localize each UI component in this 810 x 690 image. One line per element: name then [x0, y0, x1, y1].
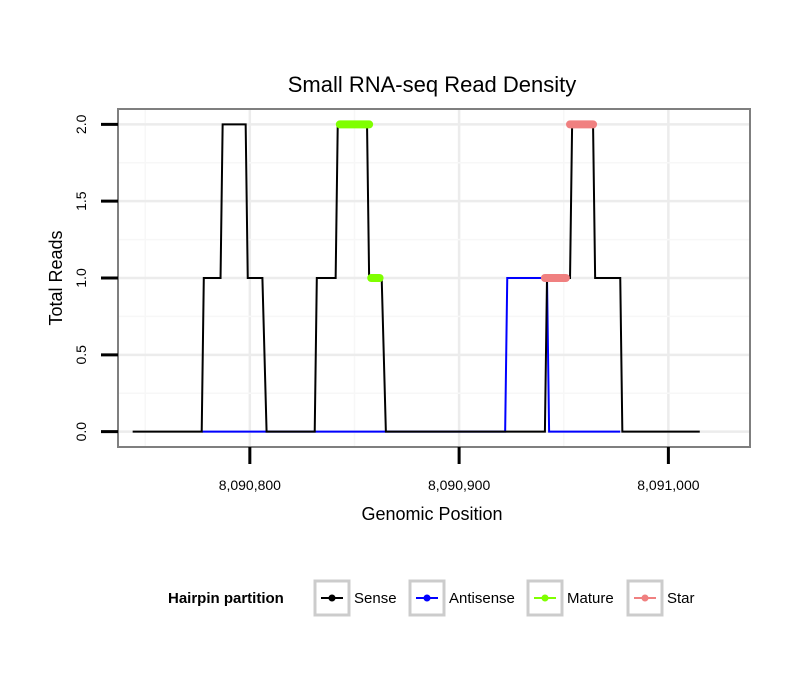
x-axis-label: Genomic Position	[361, 504, 502, 524]
legend-label: Mature	[567, 590, 614, 607]
legend-key-box	[313, 579, 351, 617]
legend-key-point	[641, 594, 649, 602]
y-tick-label: 0.5	[73, 345, 89, 365]
x-tick-label: 8,090,800	[219, 477, 281, 493]
y-tick-label: 1.0	[73, 268, 89, 288]
y-tick-label: 1.5	[73, 191, 89, 211]
chart-title: Small RNA-seq Read Density	[288, 72, 577, 97]
legend-title: Hairpin partition	[168, 590, 284, 607]
y-tick-label: 0.0	[73, 422, 89, 442]
legend: Hairpin partition Sense Antisense Mature St…	[168, 579, 695, 617]
legend-key-point	[328, 594, 336, 602]
legend-label: Antisense	[449, 590, 515, 607]
legend-key-point	[423, 594, 431, 602]
highlight-segments	[335, 120, 598, 282]
legend-label: Sense	[354, 590, 397, 607]
legend-label: Star	[667, 590, 695, 607]
y-tick-label: 2.0	[73, 114, 89, 134]
legend-key-point	[541, 594, 549, 602]
x-tick-label: 8,090,900	[428, 477, 490, 493]
x-tick-label: 8,091,000	[637, 477, 699, 493]
axes: 8,090,800 8,090,900 8,091,000 0.0 0.5 1.0 1.5 2…	[73, 114, 700, 493]
legend-key-box	[526, 579, 564, 617]
y-axis-label: Total Reads	[46, 230, 66, 325]
